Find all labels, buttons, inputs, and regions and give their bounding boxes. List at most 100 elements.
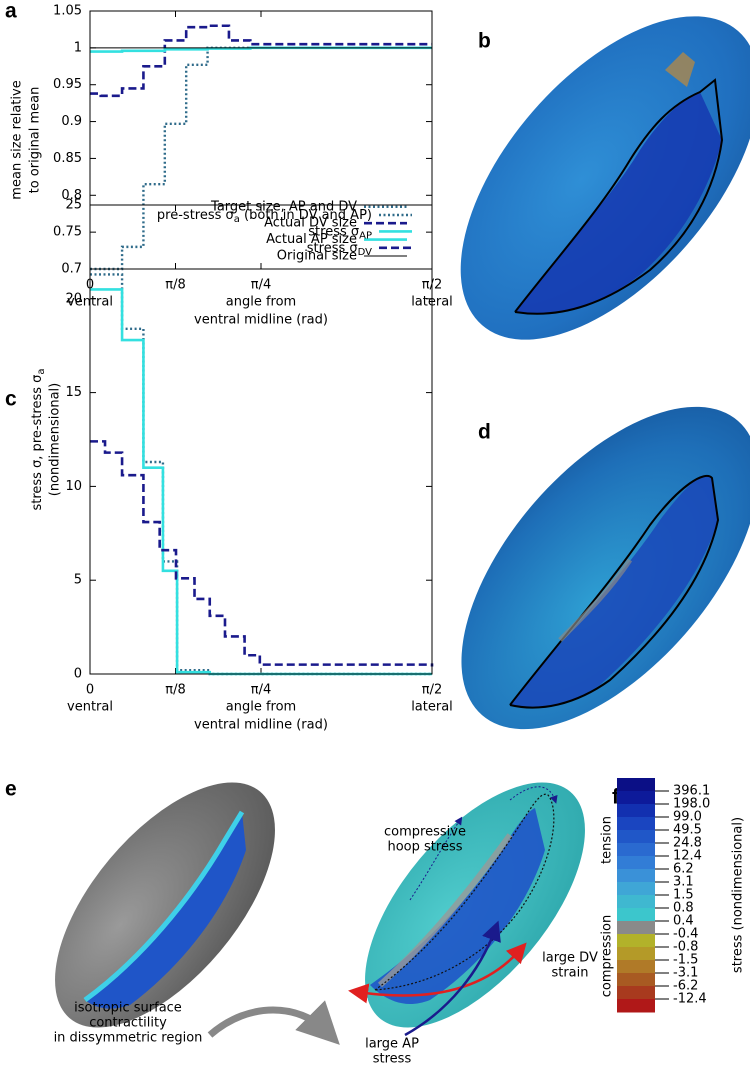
render-e (55, 782, 585, 1045)
color-segment (617, 830, 655, 844)
colorbar-tick-label: -12.4 (673, 992, 707, 1007)
color-segment (617, 882, 655, 896)
legend-label: pre-stress σa (both in DV and AP) (157, 208, 372, 226)
annotation: large DV (542, 951, 598, 966)
y-tick-label: 25 (65, 198, 82, 213)
y-tick-label: 0.7 (61, 262, 82, 277)
y-tick-label: 0.85 (53, 151, 82, 166)
colorbar-tick-label: 49.5 (673, 823, 702, 838)
color-segment (617, 843, 655, 857)
colorbar-tick-label: 198.0 (673, 797, 710, 812)
y-tick-label: 5 (74, 573, 82, 588)
plot-frame (89, 10, 433, 270)
legend-label: Actual DV size (264, 216, 357, 231)
x-tick-label: π/2 (422, 683, 442, 698)
color-segment (617, 921, 655, 935)
panel-label: c (5, 388, 17, 411)
colorbar-label: stress (nondimensional) (731, 817, 746, 973)
y-tick-label: 0.75 (53, 225, 82, 240)
y-tick-label: 1.05 (53, 4, 82, 19)
x-end-label: lateral (411, 700, 453, 715)
y-tick-label: 15 (65, 385, 82, 400)
color-segment (617, 960, 655, 974)
y-axis-label: to original mean (28, 87, 43, 194)
colorbar-tick-label: 0.8 (673, 901, 694, 916)
y-tick-label: 0 (74, 667, 82, 682)
color-segment (617, 804, 655, 818)
color-segment (617, 908, 655, 922)
x-tick-label: π/4 (251, 683, 271, 698)
color-segment (617, 778, 655, 792)
y-tick-label: 1 (74, 40, 82, 55)
annotation: hoop stress (387, 840, 462, 855)
x-axis-label: angle from (226, 295, 296, 310)
color-segment (617, 817, 655, 831)
series-line (90, 24, 432, 98)
render-d (461, 406, 750, 730)
panel-label: f (612, 786, 620, 809)
colorbar-tick-label: -0.8 (673, 940, 698, 955)
legend-label: Original size (277, 249, 357, 264)
panel-label: e (5, 778, 17, 801)
annotation: in dissymmetric region (54, 1031, 203, 1046)
panel-label: d (478, 421, 491, 444)
x-tick-label: π/4 (251, 278, 271, 293)
colorbar-tick-label: 99.0 (673, 810, 702, 825)
annotation: isotropic surface (74, 1001, 182, 1016)
x-tick-label: π/8 (165, 683, 185, 698)
color-segment (617, 934, 655, 948)
x-axis-label: angle from (226, 700, 296, 715)
plot-frame (89, 204, 433, 675)
series-line (90, 288, 432, 676)
colorbar-tick-label: 0.4 (673, 914, 694, 929)
color-segment (617, 999, 655, 1013)
series-line (90, 440, 434, 667)
colorbar-tick-label: -6.2 (673, 979, 698, 994)
color-segment (617, 895, 655, 909)
color-segment (617, 856, 655, 870)
colorbar-group-label: tension (600, 816, 615, 864)
y-axis-label: mean size relative (10, 80, 25, 199)
annotation: strain (551, 966, 588, 981)
y-tick-label: 0.95 (53, 77, 82, 92)
colorbar-tick-label: -0.4 (673, 927, 698, 942)
x-axis-label: ventral midline (rad) (194, 718, 328, 733)
legend-label: Actual AP size (266, 232, 357, 247)
color-segment (617, 791, 655, 805)
y-axis-label: stress σ, pre-stress σa (30, 368, 48, 510)
colorbar-tick-label: 396.1 (673, 784, 710, 799)
annotation: compressive (384, 825, 466, 840)
x-tick-label: π/8 (165, 278, 185, 293)
color-segment (617, 947, 655, 961)
render-b (460, 16, 750, 340)
legend-label: stress σDV (307, 240, 372, 257)
colorbar-tick-label: -1.5 (673, 953, 698, 968)
y-tick-label: 10 (65, 479, 82, 494)
color-segment (617, 973, 655, 987)
annotation: contractility (89, 1016, 167, 1031)
panel-label: a (5, 0, 17, 23)
colorbar-tick-label: -3.1 (673, 966, 698, 981)
colorbar-group-label: compression (600, 915, 615, 997)
colorbar-tick-label: 3.1 (673, 875, 694, 890)
legend-label: stress σAP (308, 224, 372, 242)
color-segment (617, 869, 655, 883)
x-axis-label: ventral midline (rad) (194, 313, 328, 328)
legend-label: Target size, AP and DV (210, 199, 357, 214)
y-tick-label: 0.9 (61, 114, 82, 129)
colorbar-tick-label: 6.2 (673, 862, 694, 877)
x-end-label: ventral (67, 700, 113, 715)
y-tick-label: 20 (65, 291, 82, 306)
panel-label: b (478, 30, 491, 53)
colorbar-tick-label: 24.8 (673, 836, 702, 851)
series-line (90, 46, 432, 271)
colorbar-tick-label: 12.4 (673, 849, 702, 864)
y-tick-label: 0.8 (61, 188, 82, 203)
y-axis-label: (nondimensional) (48, 383, 63, 497)
annotation: large AP (365, 1037, 419, 1052)
x-tick-label: 0 (86, 683, 94, 698)
color-segment (617, 986, 655, 1000)
series-line (90, 46, 432, 53)
annotation: stress (373, 1052, 412, 1067)
